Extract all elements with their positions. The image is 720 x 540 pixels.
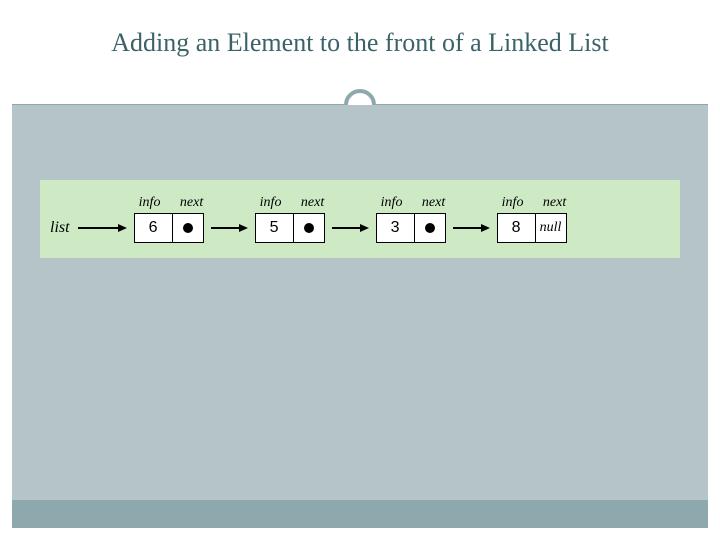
pointer-dot-icon — [183, 223, 193, 233]
node-next-cell — [415, 214, 445, 242]
node-info-cell: 8 — [498, 214, 536, 242]
arrow-head-icon — [239, 224, 248, 232]
node-box: 5 — [255, 213, 325, 243]
node-field-labels: info next — [252, 195, 328, 211]
label-info: info — [252, 195, 290, 211]
node-info-cell: 6 — [135, 214, 173, 242]
page-title: Adding an Element to the front of a Link… — [0, 28, 720, 58]
arrow-between-nodes — [211, 224, 248, 232]
label-info: info — [494, 195, 532, 211]
label-info: info — [373, 195, 411, 211]
label-next: next — [298, 195, 328, 211]
arrow-line — [78, 227, 118, 229]
header: Adding an Element to the front of a Link… — [0, 0, 720, 105]
list-node: info next3 — [373, 195, 449, 243]
node-next-cell — [173, 214, 203, 242]
arrow-line — [211, 227, 239, 229]
arrow-between-nodes — [453, 224, 490, 232]
list-node: info next5 — [252, 195, 328, 243]
node-info-cell: 3 — [377, 214, 415, 242]
node-box: 8null — [497, 213, 567, 243]
pointer-dot-icon — [425, 223, 435, 233]
list-node: info next6 — [131, 195, 207, 243]
arrow-from-list — [78, 224, 127, 232]
node-field-labels: info next — [494, 195, 570, 211]
label-info: info — [131, 195, 169, 211]
arrow-line — [332, 227, 360, 229]
list-head-label: list — [50, 219, 70, 237]
label-next: next — [419, 195, 449, 211]
null-label: null — [540, 220, 562, 236]
node-field-labels: info next — [373, 195, 449, 211]
arrow-between-nodes — [332, 224, 369, 232]
pointer-dot-icon — [304, 223, 314, 233]
footer-bar — [12, 500, 708, 528]
label-next: next — [540, 195, 570, 211]
node-info-cell: 5 — [256, 214, 294, 242]
arrow-head-icon — [118, 224, 127, 232]
body: list infonext6infonext5infonext3infonext… — [12, 105, 708, 528]
label-next: next — [177, 195, 207, 211]
arrow-line — [453, 227, 481, 229]
node-box: 6 — [134, 213, 204, 243]
arrow-head-icon — [360, 224, 369, 232]
node-field-labels: info next — [131, 195, 207, 211]
node-box: 3 — [376, 213, 446, 243]
arrow-head-icon — [481, 224, 490, 232]
node-next-cell: null — [536, 214, 566, 242]
slide: Adding an Element to the front of a Link… — [0, 0, 720, 540]
list-node: infonext8null — [494, 195, 570, 243]
linked-list-diagram: list infonext6infonext5infonext3infonext… — [40, 180, 680, 258]
node-next-cell — [294, 214, 324, 242]
